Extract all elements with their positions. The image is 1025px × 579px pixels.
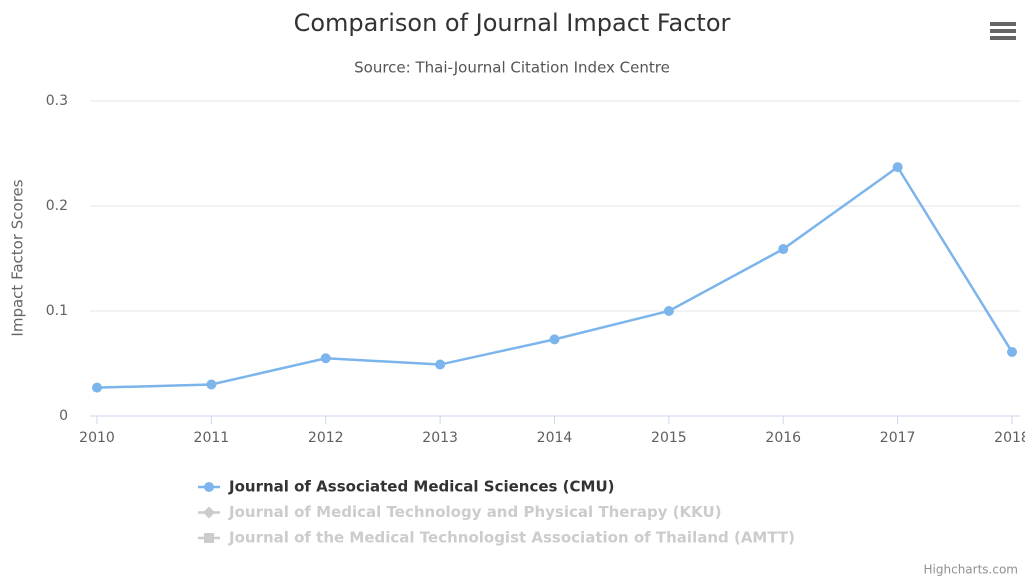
menu-bar [990,36,1016,40]
menu-bar [990,29,1016,33]
y-tick-label: 0.2 [46,198,68,214]
x-tick-label: 2012 [308,430,344,446]
x-tick-label: 2013 [422,430,458,446]
data-point [92,382,102,393]
data-point [435,359,446,370]
x-tick-label: 2010 [79,430,115,446]
data-point [549,334,560,345]
x-tick-label: 2016 [765,430,801,446]
series-line [96,165,1014,389]
legend-item[interactable]: Journal of Medical Technology and Physic… [228,503,722,521]
menu-bar [990,22,1016,26]
data-point [206,379,217,390]
x-tick-label: 2014 [537,430,573,446]
data-point [778,244,789,255]
legend-symbol [203,506,215,519]
y-tick-label: 0 [59,408,68,424]
y-tick-label: 0.1 [46,303,68,319]
legend-symbol [204,533,214,543]
data-point [320,353,331,364]
y-tick-label: 0.3 [46,93,68,109]
legend-item[interactable]: Journal of the Medical Technologist Asso… [228,529,795,547]
x-tick-label: 2017 [880,430,916,446]
menu-button[interactable] [990,22,1016,40]
chart-title: Comparison of Journal Impact Factor [294,9,731,37]
data-point [663,306,674,316]
x-tick-label: 2018 [994,430,1025,446]
data-point [1007,346,1017,357]
data-point [892,162,903,173]
credits[interactable]: Highcharts.com [924,563,1018,577]
legend-item[interactable]: Journal of Associated Medical Sciences (… [228,478,615,496]
x-tick-label: 2015 [651,430,687,446]
y-axis-label: Impact Factor Scores [9,179,27,336]
x-tick-label: 2011 [194,430,230,446]
legend-symbol [204,482,214,492]
chart-subtitle: Source: Thai-Journal Citation Index Cent… [354,59,670,77]
